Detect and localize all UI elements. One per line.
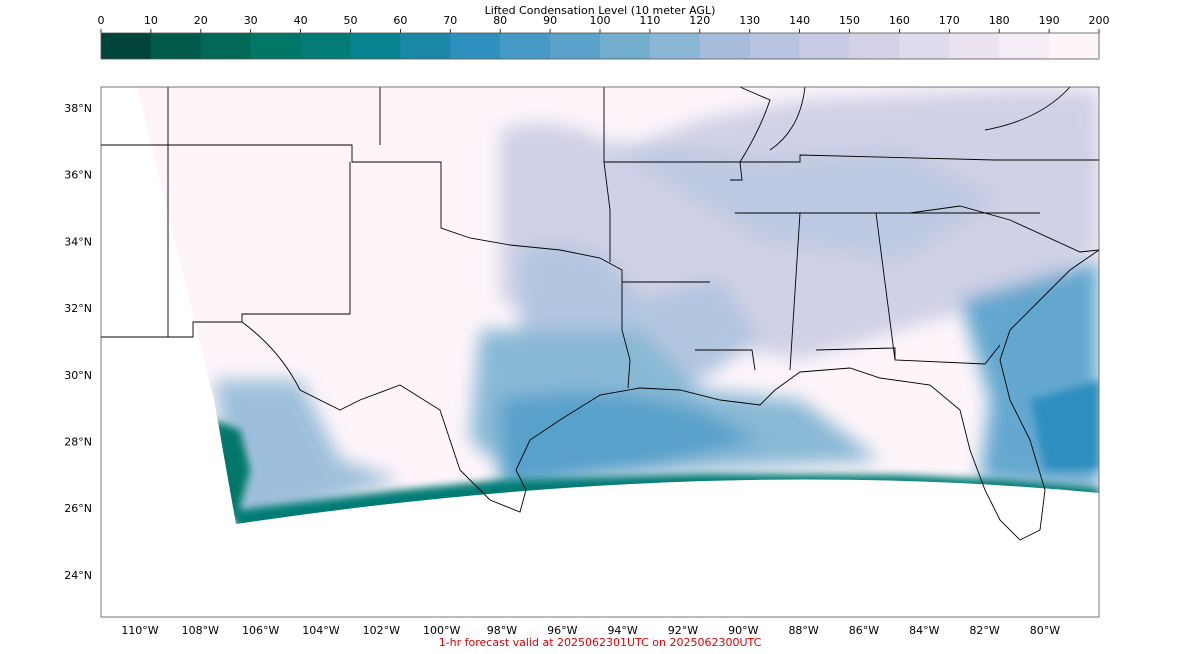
colorbar-tick-label: 200 bbox=[1089, 14, 1110, 27]
map-frame bbox=[100, 86, 1100, 618]
lon-label: 110°W bbox=[121, 624, 158, 637]
lon-label: 104°W bbox=[302, 624, 339, 637]
colorbar-swatch bbox=[250, 33, 302, 59]
colorbar-swatch bbox=[200, 33, 252, 59]
colorbar-tick-label: 100 bbox=[590, 14, 611, 27]
lon-label: 88°W bbox=[788, 624, 818, 637]
lon-label: 100°W bbox=[423, 624, 460, 637]
lon-label: 90°W bbox=[728, 624, 758, 637]
colorbar-swatch bbox=[899, 33, 950, 59]
lon-label: 96°W bbox=[547, 624, 577, 637]
colorbar-swatch bbox=[400, 33, 451, 59]
colorbar-frame bbox=[100, 32, 1100, 60]
lat-label: 36°N bbox=[64, 169, 92, 182]
colorbar-swatch bbox=[600, 33, 651, 59]
colorbar-tick-label: 30 bbox=[244, 14, 258, 27]
colorbar-tick-label: 150 bbox=[839, 14, 860, 27]
colorbar-swatch bbox=[450, 33, 501, 59]
lon-label: 86°W bbox=[849, 624, 879, 637]
axis-labels: 38°N 36°N 34°N 32°N 30°N 28°N 26°N 24°N 110°W 108… bbox=[64, 102, 1060, 637]
colorbar-tick-label: 130 bbox=[739, 14, 760, 27]
lat-label: 32°N bbox=[64, 302, 92, 315]
colorbar-swatch bbox=[999, 33, 1050, 59]
colorbar-tick-label: 160 bbox=[889, 14, 910, 27]
lat-label: 38°N bbox=[64, 102, 92, 115]
colorbar-tick-label: 80 bbox=[493, 14, 507, 27]
colorbar-swatch bbox=[749, 33, 801, 59]
boundaries bbox=[101, 86, 1100, 541]
colorbar-tick-label: 110 bbox=[639, 14, 660, 27]
colorbar-tick-label: 120 bbox=[689, 14, 710, 27]
lon-label: 94°W bbox=[607, 624, 637, 637]
lon-label: 80°W bbox=[1030, 624, 1060, 637]
colorbar-tick-label: 70 bbox=[443, 14, 457, 27]
colorbar-tick-label: 170 bbox=[939, 14, 960, 27]
colorbar-tick-label: 190 bbox=[1039, 14, 1060, 27]
colorbar-tick-label: 40 bbox=[294, 14, 308, 27]
lon-label: 102°W bbox=[363, 624, 400, 637]
lon-label: 98°W bbox=[487, 624, 517, 637]
lon-label: 84°W bbox=[909, 624, 939, 637]
colorbar-swatch bbox=[649, 33, 701, 59]
colorbar-tick-label: 20 bbox=[194, 14, 208, 27]
lat-label: 24°N bbox=[64, 569, 92, 582]
colorbar-label: Lifted Condensation Level (10 meter AGL) bbox=[485, 4, 716, 17]
colorbar-swatch bbox=[799, 33, 850, 59]
lat-label: 26°N bbox=[64, 502, 92, 515]
colorbar-swatch bbox=[500, 33, 551, 59]
colorbar-tick-label: 0 bbox=[98, 14, 105, 27]
colorbar-tick-label: 90 bbox=[543, 14, 557, 27]
colorbar-swatch bbox=[699, 33, 751, 59]
map bbox=[101, 86, 1100, 541]
colorbar-tick-label: 140 bbox=[789, 14, 810, 27]
lon-label: 106°W bbox=[242, 624, 279, 637]
colorbar-swatch bbox=[350, 33, 401, 59]
lon-label: 108°W bbox=[182, 624, 219, 637]
lat-label: 30°N bbox=[64, 369, 92, 382]
colorbar-swatch bbox=[849, 33, 900, 59]
colorbar: 0 10 20 30 40 50 60 70 80 90 100 110 120 130 140 150 160… bbox=[98, 14, 1110, 59]
colorbar-tick-label: 180 bbox=[989, 14, 1010, 27]
colorbar-tick-label: 10 bbox=[144, 14, 158, 27]
lat-label: 28°N bbox=[64, 436, 92, 449]
colorbar-tick-label: 50 bbox=[344, 14, 358, 27]
colorbar-swatch bbox=[150, 33, 202, 59]
colorbar-swatch bbox=[949, 33, 1000, 59]
footer: 1-hr forecast valid at 2025062301UTC on … bbox=[439, 636, 762, 649]
colorbar-tick-label: 60 bbox=[393, 14, 407, 27]
colorbar-swatch bbox=[550, 33, 601, 59]
colorbar-swatch bbox=[101, 33, 152, 59]
colorbar-swatch bbox=[300, 33, 351, 59]
lat-label: 34°N bbox=[64, 235, 92, 248]
lon-label: 92°W bbox=[668, 624, 698, 637]
colorbar-swatch bbox=[1049, 33, 1100, 59]
lon-label: 82°W bbox=[969, 624, 999, 637]
